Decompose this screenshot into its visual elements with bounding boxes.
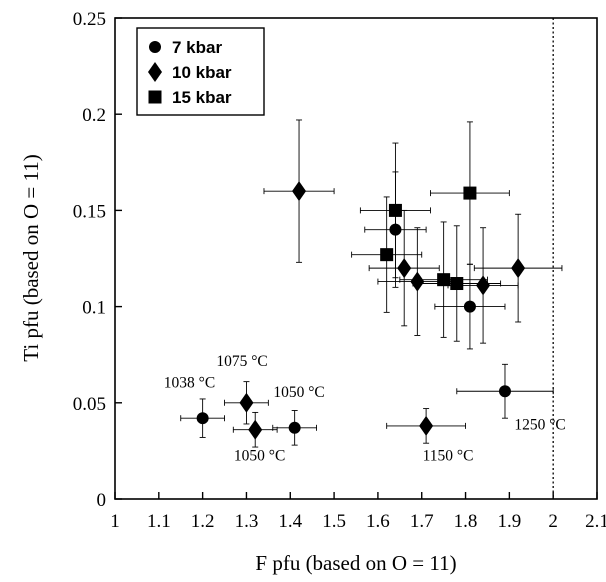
data-point-circle <box>498 385 511 398</box>
temperature-annotation: 1038 °C <box>164 374 215 391</box>
x-tick-label: 1.2 <box>191 511 215 532</box>
data-point-circle <box>389 223 402 236</box>
data-point-diamond <box>476 275 491 296</box>
data-point-square <box>388 203 402 217</box>
x-tick-label: 2.1 <box>585 511 606 532</box>
data-point-square <box>380 248 394 262</box>
x-tick-label: 1.7 <box>410 511 434 532</box>
legend-label: 15 kbar <box>172 88 232 107</box>
data-point-diamond <box>511 258 526 279</box>
temperature-annotation: 1050 °C <box>273 384 324 401</box>
data-point-square <box>463 186 477 200</box>
data-point-diamond <box>419 415 434 436</box>
y-tick-label: 0.1 <box>82 298 106 319</box>
x-tick-label: 1.6 <box>366 511 390 532</box>
x-tick-label: 2 <box>548 511 558 532</box>
y-tick-label: 0.15 <box>73 201 106 222</box>
data-point-diamond <box>239 392 254 413</box>
plot-frame <box>114 17 598 500</box>
x-tick-label: 1.9 <box>497 511 521 532</box>
data-point-diamond <box>248 419 263 440</box>
error-bars <box>180 119 563 448</box>
legend: 7 kbar 10 kbar 15 kbar <box>136 27 265 116</box>
data-point-circle <box>463 300 476 313</box>
y-tick-label: 0 <box>97 490 107 511</box>
data-point-circle <box>288 421 301 434</box>
data-markers <box>196 181 526 440</box>
y-tick-label: 0.25 <box>73 9 106 30</box>
temperature-annotation: 1150 °C <box>423 448 474 465</box>
data-point-circle <box>196 412 209 425</box>
legend-marker-circle <box>149 41 161 53</box>
data-point-diamond <box>397 258 412 279</box>
x-tick-label: 1 <box>110 511 120 532</box>
legend-label: 7 kbar <box>172 38 222 57</box>
data-point-square <box>437 273 451 287</box>
x-tick-label: 1.3 <box>235 511 259 532</box>
x-tick-label: 1.5 <box>322 511 346 532</box>
legend-label: 10 kbar <box>172 63 232 82</box>
axis-ticks: 1 1.1 1.2 1.3 1.4 1.5 1.6 1.7 1.8 1.9 2 2.1 0 0.05 0.1… <box>73 9 606 532</box>
x-tick-label: 1.1 <box>147 511 171 532</box>
temperature-annotation: 1075 °C <box>216 353 267 370</box>
legend-marker-square <box>148 90 162 104</box>
legend-items: 7 kbar 10 kbar 15 kbar <box>148 38 232 107</box>
x-axis-title: F pfu (based on O = 11) <box>255 551 456 575</box>
y-tick-label: 0.2 <box>82 105 106 126</box>
x-tick-label: 1.8 <box>454 511 478 532</box>
x-tick-label: 1.4 <box>278 511 302 532</box>
data-point-square <box>450 277 464 291</box>
data-point-diamond <box>410 271 425 292</box>
temperature-annotation: 1250 °C <box>514 417 565 434</box>
y-axis-title: Ti pfu (based on O = 11) <box>19 154 43 361</box>
temperature-annotation: 1050 °C <box>234 448 285 465</box>
legend-marker-diamond <box>148 62 162 82</box>
data-point-diamond <box>292 181 307 202</box>
y-tick-label: 0.05 <box>73 394 106 415</box>
